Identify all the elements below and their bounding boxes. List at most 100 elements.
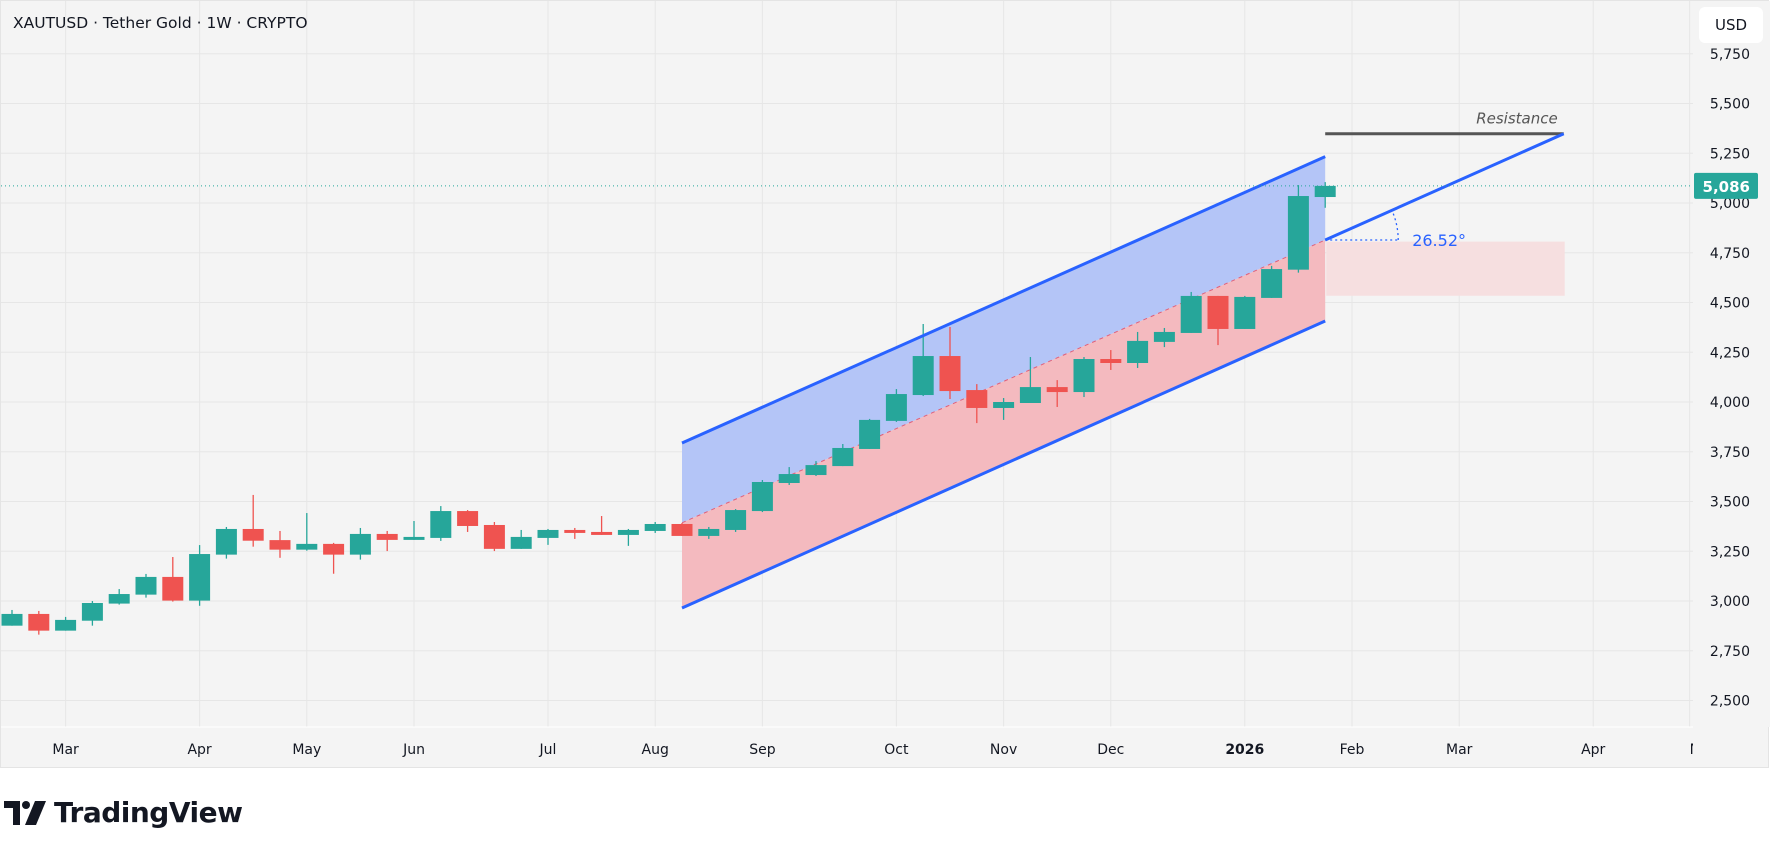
price-tick-label: 2,500: [1710, 694, 1750, 710]
candle-down: [457, 510, 479, 532]
candle-body: [1153, 331, 1175, 342]
candle-down: [323, 542, 345, 574]
last-price-label: 5,086: [1703, 178, 1750, 196]
time-tick-label: Jul: [539, 742, 557, 758]
candle-up: [55, 616, 77, 631]
candle-body: [269, 540, 291, 550]
channel-mid-line: [681, 239, 1326, 524]
time-axis[interactable]: Mar Apr May Jun Jul Aug Sep Oct Nov Dec 2026 Feb Mar…: [1, 726, 1702, 758]
candle-up: [1261, 265, 1283, 298]
time-tick-label: Sep: [749, 742, 776, 758]
candle-up: [698, 526, 720, 539]
channel-lower-line: [681, 319, 1326, 610]
candle-body: [698, 528, 720, 536]
candle-up: [430, 506, 452, 541]
candle-body: [55, 619, 77, 631]
candle-body: [751, 481, 773, 512]
candle-body: [162, 576, 184, 601]
last-price-badge: [1694, 172, 1758, 199]
candle-down: [483, 521, 505, 552]
candle-body: [376, 533, 398, 540]
time-tick-label: Jun: [402, 742, 425, 758]
chart-container[interactable]: Resistance 26.52° 2,500 2,750 3,000 3,250 3,50…: [0, 0, 1770, 769]
angle-arc: [1391, 210, 1399, 241]
price-tick-label: 5,000: [1710, 196, 1750, 212]
candle-up: [1234, 295, 1256, 329]
support-zone-rect: [1326, 241, 1565, 296]
candle-body: [564, 529, 586, 533]
candle-body: [135, 576, 157, 595]
candle-body: [644, 523, 666, 531]
candle-down: [28, 610, 50, 635]
candle-body: [1046, 387, 1068, 393]
logo-text: TradingView: [54, 796, 243, 829]
candle-down: [162, 557, 184, 602]
candle-up: [617, 528, 639, 546]
candle-up: [993, 398, 1015, 420]
candle-up: [1, 609, 23, 626]
candle-down: [269, 530, 291, 558]
price-tick-label: 3,500: [1710, 495, 1750, 511]
candle-up: [189, 545, 211, 606]
candle-body: [778, 474, 800, 483]
candle-body: [1207, 295, 1229, 329]
candle-body: [189, 554, 211, 601]
candle-up: [1019, 357, 1041, 403]
price-tick-label: 2,750: [1710, 644, 1750, 660]
candle-body: [859, 419, 881, 449]
price-axis[interactable]: 2,500 2,750 3,000 3,250 3,500 3,750 4,000 4,250…: [1693, 1, 1770, 727]
tradingview-logo[interactable]: TradingView: [4, 796, 243, 829]
candle-body: [966, 390, 988, 408]
price-tick-label: 4,750: [1710, 246, 1750, 262]
candle-up: [1153, 327, 1175, 348]
candle-down: [242, 494, 264, 547]
candle-body: [1073, 359, 1095, 393]
candle-up: [805, 461, 827, 477]
candle-body: [591, 531, 613, 535]
time-axis-labels: Mar Apr May Jun Jul Aug Sep Oct Nov Dec 2026 Feb Mar…: [52, 742, 1702, 758]
candle-body: [349, 533, 371, 555]
candle-up: [1127, 331, 1149, 368]
candle-body: [457, 511, 479, 526]
candle-body: [403, 536, 425, 540]
candle-body: [885, 394, 907, 421]
price-tick-label: 4,500: [1710, 296, 1750, 312]
candle-down: [966, 384, 988, 424]
angle-label: 26.52°: [1412, 231, 1466, 250]
candle-body: [1314, 185, 1336, 198]
candle-body: [28, 613, 50, 631]
channel-upper-line: [681, 155, 1326, 445]
candle-up: [135, 573, 157, 598]
trend-line: [1324, 132, 1565, 242]
candle-up: [349, 527, 371, 560]
candle-up: [751, 480, 773, 513]
candle-up: [296, 513, 318, 551]
currency-button[interactable]: USD: [1699, 7, 1763, 43]
time-tick-label: Apr: [1581, 742, 1605, 758]
price-tick-label: 3,750: [1710, 445, 1750, 461]
candle-up: [644, 521, 666, 533]
candle-body: [912, 356, 934, 396]
candle-body: [81, 602, 103, 621]
candle-body: [805, 465, 827, 476]
price-axis-bg: [1693, 1, 1770, 727]
candle-up: [1180, 291, 1202, 333]
price-tick-label: 3,250: [1710, 544, 1750, 560]
candle-up: [1073, 357, 1095, 398]
candle-body: [510, 536, 532, 549]
time-tick-label: 2026: [1225, 742, 1264, 758]
time-tick-label: M: [1690, 742, 1702, 758]
time-tick-label: Apr: [187, 742, 211, 758]
candle-body: [1019, 387, 1041, 403]
candle-up: [832, 443, 854, 467]
candle-down: [591, 516, 613, 535]
price-tick-label: 5,500: [1710, 97, 1750, 113]
plot-area: Resistance 26.52°: [1, 1, 1693, 727]
chart-canvas[interactable]: Resistance 26.52° 2,500 2,750 3,000 3,250 3,50…: [1, 1, 1770, 769]
candle-body: [1234, 296, 1256, 329]
candle-up: [885, 389, 907, 422]
time-tick-label: Dec: [1097, 742, 1124, 758]
candle-up: [725, 509, 747, 532]
time-tick-label: Mar: [52, 742, 79, 758]
candle-body: [1261, 269, 1283, 298]
